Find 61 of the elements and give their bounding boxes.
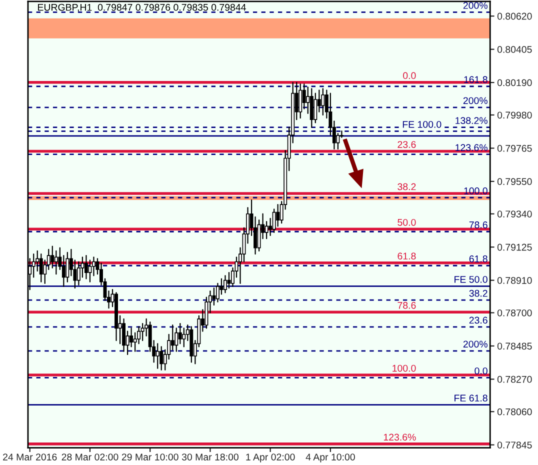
annotation: 100.0 [392, 364, 416, 372]
candlestick [276, 204, 280, 227]
annotation: 78.6 [469, 221, 488, 228]
y-tick-label: 0.77845 [497, 442, 532, 448]
y-tick-label: 0.79340 [497, 210, 532, 218]
annotation: 61.8 [398, 252, 416, 260]
candlestick [314, 92, 318, 124]
candlestick [178, 323, 182, 344]
y-tick-label: 0.79550 [497, 178, 532, 186]
annotation: 38.2 [469, 290, 488, 297]
y-tick-label: 0.78270 [497, 376, 532, 383]
candlestick [160, 346, 164, 370]
candlestick [223, 275, 227, 294]
annotation: 123.6% [456, 144, 488, 152]
y-tick-label: 0.80190 [497, 79, 532, 86]
y-tick-label: 0.79980 [497, 112, 532, 119]
annotation: 0.0 [474, 367, 488, 374]
y-tick-label: 0.79765 [497, 144, 532, 152]
chart-title: EURGBP,H1 0.79847 0.79876 0.79835 0.79844 [38, 4, 246, 12]
annotation: FE 50.0 [454, 276, 488, 283]
annotation: 200% [463, 2, 488, 9]
candlestick [88, 260, 92, 282]
x-tick-label: 24 Mar 2016 [3, 454, 57, 460]
x-tick-label: 1 Apr 02:00 [246, 454, 295, 462]
y-tick-label: 0.78060 [497, 408, 532, 416]
y-tick-label: 0.80405 [497, 46, 532, 53]
annotation: FE 100.0 [402, 120, 442, 128]
candlestick [156, 343, 160, 369]
candlestick [39, 253, 43, 282]
candlestick [321, 88, 325, 116]
y-tick-label: 0.78485 [497, 342, 532, 350]
x-tick-label: 4 Apr 10:00 [306, 454, 355, 462]
candlestick [84, 255, 88, 280]
candlestick [216, 282, 220, 302]
annotation: 23.6 [398, 141, 416, 148]
candlestick [54, 250, 58, 275]
candlestick [122, 318, 126, 352]
annotation: 61.8 [469, 255, 488, 262]
candlestick [212, 287, 216, 306]
annotation: 200% [463, 97, 488, 104]
y-tick-label: 0.78910 [497, 277, 532, 284]
candlestick [310, 88, 314, 128]
annotation: 123.6% [384, 434, 416, 441]
candlestick [264, 221, 268, 240]
annotation: 23.6 [469, 316, 488, 324]
candlestick [298, 84, 302, 119]
y-tick-label: 0.79125 [497, 244, 532, 251]
x-tick-label: 29 Mar 10:00 [122, 454, 178, 460]
annotation: 78.6 [398, 302, 416, 309]
annotation: 138.2% [456, 117, 488, 124]
x-tick-label: 28 Mar 02:00 [62, 454, 118, 460]
annotation: 50.0 [398, 218, 416, 226]
x-tick-label: 30 Mar 18:00 [182, 454, 238, 460]
y-tick-label: 0.78700 [497, 309, 532, 316]
annotation: FE 61.8 [454, 394, 488, 402]
annotation: 0.0 [403, 72, 416, 80]
candlestick [227, 272, 231, 289]
candlestick [182, 328, 186, 348]
y-tick-label: 0.80620 [497, 12, 532, 20]
annotation: 38.2 [398, 183, 416, 190]
annotation: 200% [463, 340, 488, 348]
